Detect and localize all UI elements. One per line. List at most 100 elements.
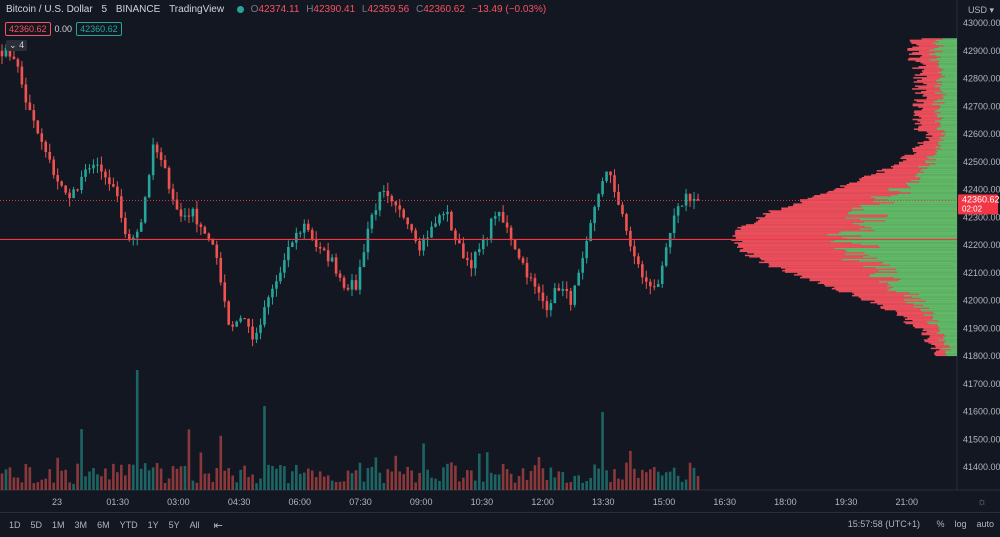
candle-body [438, 215, 441, 224]
volume-profile-sell [734, 242, 852, 244]
date-range-icon[interactable]: ⇤ [213, 519, 223, 532]
symbol-name[interactable]: Bitcoin / U.S. Dollar [6, 4, 93, 15]
volume-profile-sell [915, 60, 940, 62]
candle-body [60, 181, 63, 186]
buy-price-tag[interactable]: 42360.62 [76, 22, 122, 36]
volume-bar [605, 470, 608, 490]
percent-scale-button[interactable]: % [936, 519, 945, 529]
range-3m-button[interactable]: 3M [74, 520, 88, 530]
volume-bar [537, 456, 541, 490]
range-5y-button[interactable]: 5Y [168, 520, 180, 530]
range-all-button[interactable]: All [189, 520, 200, 530]
volume-bar [179, 466, 183, 490]
volume-profile-buy [847, 211, 957, 214]
volume-profile-sell [912, 118, 941, 121]
candle-body [235, 321, 238, 327]
volume-profile-buy [939, 329, 957, 332]
candle-body [470, 260, 473, 269]
market-status-icon[interactable] [236, 5, 244, 13]
volume-profile-sell [765, 214, 888, 216]
volume-profile-buy [893, 276, 957, 279]
volume-bar [390, 471, 394, 490]
volume-profile-buy [826, 233, 957, 236]
volume-bar [131, 464, 135, 490]
volume-profile-sell [820, 193, 898, 196]
volume-profile-sell [922, 71, 939, 74]
volume-profile-sell [912, 147, 941, 150]
candle-body [187, 215, 191, 217]
volume-profile-sell [922, 329, 940, 332]
volume-bar [40, 479, 44, 490]
candle-body [493, 216, 497, 219]
volume-bar [255, 483, 258, 490]
volume-profile-buy [940, 118, 957, 121]
volume-profile-buy [861, 206, 957, 208]
volume-profile-buy [939, 124, 957, 126]
candle-body [434, 223, 437, 227]
volume-profile-buy [939, 326, 957, 329]
volume-profile-sell [740, 249, 845, 251]
volume-bar [322, 476, 326, 490]
gear-icon[interactable]: ☼ [977, 496, 988, 508]
candle-body [20, 66, 24, 85]
volume-bar [398, 471, 402, 490]
volume-bar [410, 470, 413, 490]
volume-profile-sell [921, 124, 940, 126]
volume-bar [291, 471, 294, 490]
volume-profile-sell [923, 143, 939, 146]
volume-profile-sell [880, 306, 914, 308]
time-tick-label: 07:30 [349, 497, 372, 507]
auto-scale-button[interactable]: auto [976, 519, 994, 529]
volume-bar [668, 471, 672, 490]
volume-profile-buy [913, 306, 957, 308]
volume-profile-sell [903, 315, 934, 318]
volume-profile-sell [914, 326, 940, 329]
volume-profile-buy [941, 84, 957, 86]
volume-profile-buy [861, 243, 957, 246]
range-1y-button[interactable]: 1Y [147, 520, 159, 530]
volume-profile-sell [831, 288, 891, 290]
volume-profile-sell [874, 300, 926, 302]
volume-bar [589, 477, 592, 490]
collapse-indicators-button[interactable]: ⌄ 4 [6, 40, 28, 51]
range-5d-button[interactable]: 5D [30, 520, 43, 530]
close-value: 42360.62 [423, 4, 465, 15]
price-chart[interactable]: 43000.00 42900.00 42800.00 42700.00 42600.00… [0, 0, 1000, 512]
volume-profile-buy [940, 106, 957, 108]
volume-profile-buy [936, 99, 957, 101]
range-1m-button[interactable]: 1M [52, 520, 65, 530]
volume-profile-sell [912, 149, 936, 151]
candle-body [605, 171, 608, 182]
candle-body [267, 297, 270, 308]
volume-profile-sell [934, 344, 950, 347]
sell-price-tag[interactable]: 42360.62 [5, 22, 51, 36]
volume-bar [545, 479, 549, 490]
volume-profile-sell [912, 88, 940, 90]
candle-body [227, 301, 231, 325]
candle-body [44, 141, 48, 152]
volume-bar [462, 477, 465, 490]
clock-timezone[interactable]: 15:57:58 (UTC+1) [847, 519, 920, 529]
volume-profile-buy [945, 131, 957, 133]
currency-select[interactable]: USD ▾ [968, 5, 994, 16]
time-tick-label: 12:00 [531, 497, 554, 507]
volume-bar [306, 468, 310, 490]
volume-profile-buy [882, 261, 957, 264]
volume-bar [497, 474, 501, 490]
volume-profile-buy [876, 257, 957, 259]
range-1d-button[interactable]: 1D [9, 520, 21, 530]
volume-profile-sell [762, 213, 849, 215]
volume-profile-sell [921, 54, 937, 57]
volume-bar [374, 457, 378, 490]
volume-profile-buy [939, 60, 957, 62]
volume-profile-buy [940, 132, 957, 135]
range-ytd-button[interactable]: YTD [119, 520, 138, 530]
volume-profile-buy [940, 145, 957, 147]
volume-profile-buy [842, 258, 957, 261]
volume-profile-sell [852, 294, 904, 297]
volume-profile-sell [910, 41, 939, 43]
interval-label[interactable]: 5 [101, 4, 108, 15]
price-tick-label: 42200.00 [963, 240, 1000, 250]
log-scale-button[interactable]: log [954, 519, 967, 529]
range-6m-button[interactable]: 6M [97, 520, 110, 530]
